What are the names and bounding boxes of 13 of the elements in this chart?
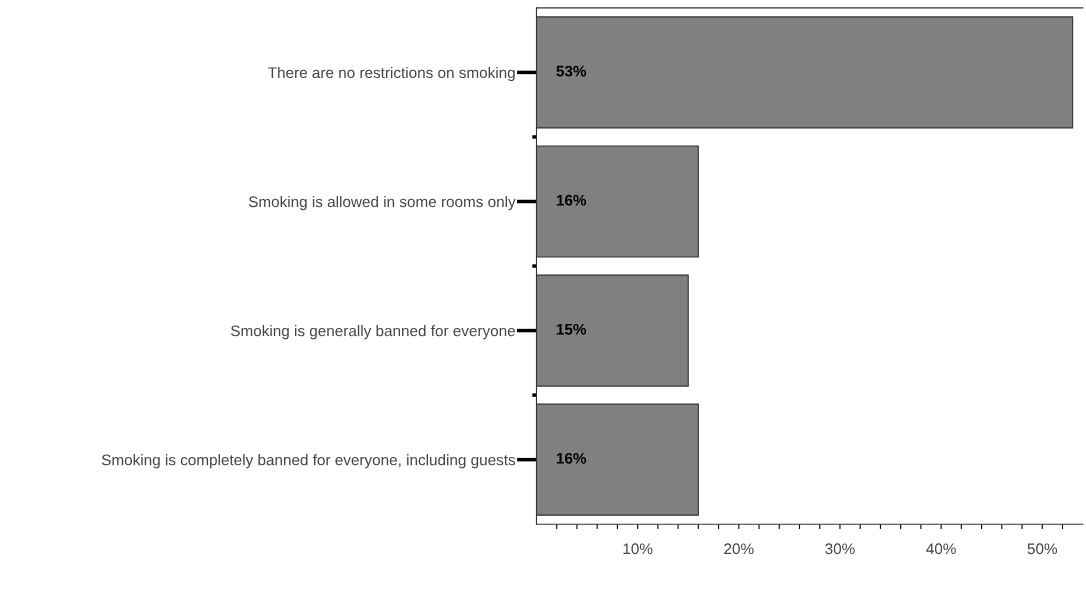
y-tick-label: Smoking is allowed in some rooms only: [248, 195, 516, 211]
data-label: 16%: [556, 194, 587, 206]
y-tick-label: Smoking is completely banned for everyone, including guests: [101, 454, 516, 469]
x-tick-label: 40%: [926, 543, 956, 555]
data-label: 15%: [556, 323, 587, 335]
x-tick-label: 10%: [623, 543, 653, 555]
x-tick-label: 20%: [724, 543, 754, 555]
x-tick-label: 50%: [1027, 543, 1058, 555]
data-label: 16%: [556, 452, 587, 464]
data-label: 53%: [556, 65, 587, 77]
y-tick-label: Smoking is generally banned for everyone: [231, 325, 515, 340]
x-tick-label: 30%: [825, 543, 855, 555]
y-tick-label: There are no restrictions on smoking: [268, 66, 515, 82]
